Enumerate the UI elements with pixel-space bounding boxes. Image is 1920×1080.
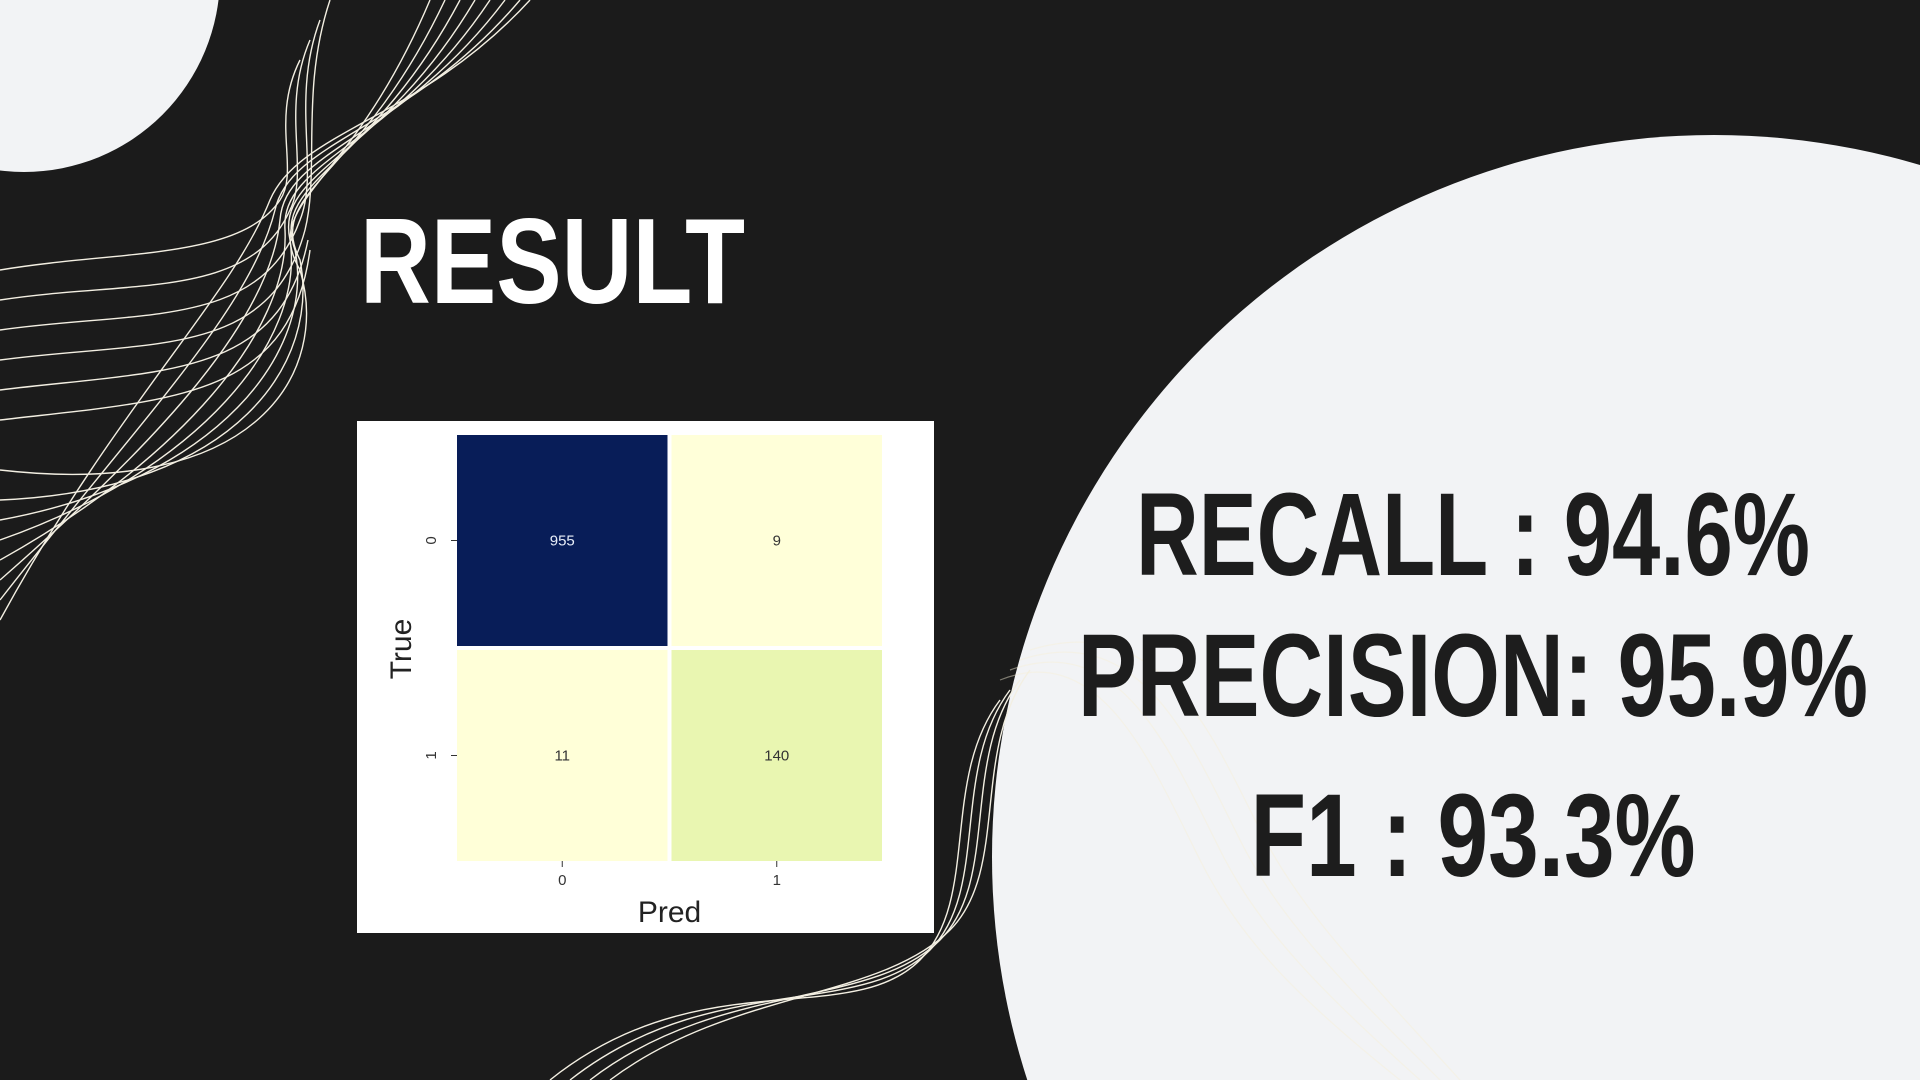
x-tick-label: 1 <box>773 872 781 889</box>
slide-title: RESULT <box>360 193 745 329</box>
cell-label: 955 <box>550 533 575 550</box>
metric-recall: RECALL : 94.6% <box>1136 469 1810 601</box>
heatmap-cell <box>671 650 882 861</box>
big-circle <box>992 135 1920 1080</box>
confusion-matrix: 955 9 11 140 0 1 0 1 Pred True <box>357 421 934 933</box>
cell-label: 11 <box>554 748 570 765</box>
heatmap-cell <box>671 435 882 646</box>
cell-label: 9 <box>773 533 781 550</box>
metric-f1: F1 : 93.3% <box>1251 770 1696 902</box>
wave-decoration-faint <box>999 641 1461 1080</box>
y-tick-label: 1 <box>423 751 440 759</box>
y-axis-label: True <box>385 619 418 680</box>
x-axis-label: Pred <box>638 896 701 929</box>
wave-decoration <box>0 0 1031 1080</box>
x-tick-label: 0 <box>558 872 566 889</box>
corner-circle <box>0 0 219 172</box>
y-tick-label: 0 <box>423 536 440 544</box>
heatmap-cell <box>457 650 668 861</box>
metric-precision: PRECISION: 95.9% <box>1078 610 1868 742</box>
cell-label: 140 <box>764 748 789 765</box>
heatmap-cell <box>457 435 668 646</box>
